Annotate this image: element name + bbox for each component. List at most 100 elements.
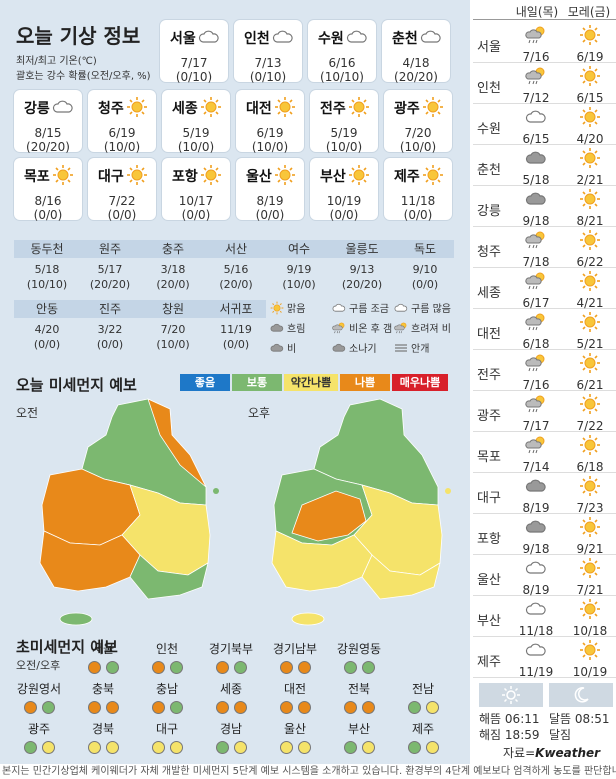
- ultrafine-region-name: 강원영동: [336, 642, 382, 656]
- legend-label: 구름 조금: [349, 304, 389, 315]
- right-row-tomorrow-temp: 6/17: [522, 296, 550, 310]
- right-row-tomorrow-temp: 9/18: [522, 542, 550, 556]
- sun-icon: [270, 301, 284, 315]
- right-row-dayafter-temp: 2/21: [576, 173, 604, 187]
- ultrafine-am-dot: [23, 741, 37, 754]
- ultrafine-am-dot: [279, 741, 293, 754]
- ultrafine-region: 대전: [264, 680, 326, 714]
- city-card-3: 춘천 4/18 (20/20): [382, 20, 450, 84]
- small-city-cell: 서귀포 11/19 (0/0): [205, 300, 267, 352]
- source-label: 자료=: [503, 746, 536, 760]
- right-row-tomorrow-temp: 6/15: [522, 132, 550, 146]
- right-row-tomorrow-temp: 7/16: [522, 50, 550, 64]
- ultrafine-am-dot: [279, 661, 293, 674]
- moonrise-time: 08:51: [574, 712, 610, 726]
- city-card-11: 대구 7/22 (0/0): [88, 158, 156, 222]
- right-row-dayafter-temp: 4/20: [576, 132, 604, 146]
- ultrafine-region: 대구: [136, 720, 198, 754]
- ultrafine-region-name: 인천: [155, 642, 179, 656]
- right-row-tomorrow-temp: 6/18: [522, 337, 550, 351]
- right-row-dayafter-temp: 7/23: [576, 501, 604, 515]
- small-city-prob: (0/0): [411, 278, 439, 291]
- city-card-name: 인천: [244, 31, 270, 47]
- right-row-dayafter-temp: 8/21: [576, 214, 604, 228]
- cloud-icon: [332, 301, 346, 315]
- am-label: 오전: [16, 406, 39, 420]
- right-forecast-row: 대전 6/18 5/21: [473, 309, 616, 351]
- sun-icon: [200, 96, 222, 118]
- city-card-temp: 4/18: [402, 56, 430, 70]
- small-city-prob: (10/0): [156, 338, 190, 351]
- ultrafine-region-name: 대전: [283, 682, 307, 696]
- ultrafine-pm-dot: [425, 701, 439, 714]
- small-city-temp: 9/19: [286, 263, 312, 276]
- right-row-city: 울산: [477, 573, 501, 588]
- city-card-temp: 8/19: [256, 194, 284, 208]
- small-city-temp: 5/17: [97, 263, 123, 276]
- ultrafine-region: 경기남부: [264, 640, 326, 674]
- legend-item: 비: [270, 340, 296, 355]
- city-card-6: 세종 5/19 (10/0): [162, 90, 230, 154]
- city-card-10: 목포 8/16 (0/0): [14, 158, 82, 222]
- right-row-dayafter-temp: 6/22: [576, 255, 604, 269]
- right-row-city: 청주: [477, 245, 501, 260]
- sunrise-time: 06:11: [504, 712, 540, 726]
- cloud-icon: [525, 557, 547, 577]
- sun-icon: [579, 639, 601, 660]
- sun-icon: [348, 164, 370, 186]
- city-card-15: 제주 11/18 (0/0): [384, 158, 452, 222]
- city-card-temp: 8/16: [34, 194, 62, 208]
- city-card-name: 춘천: [392, 31, 418, 47]
- ultrafine-region: 충남: [136, 680, 198, 714]
- small-city-cell: 독도 9/10 (0/0): [394, 240, 456, 292]
- ultrafine-pm-dot: [233, 741, 247, 754]
- city-card-name: 대구: [98, 169, 124, 185]
- ultrafine-region: 충북: [72, 680, 134, 714]
- legend-label: 안개: [411, 344, 430, 355]
- ultrafine-region: 부산: [328, 720, 390, 754]
- rain-shower-icon: [525, 270, 547, 290]
- cloud-icon: [420, 26, 442, 48]
- sun-icon: [52, 164, 74, 186]
- right-forecast-row: 전주 7/16 6/21: [473, 350, 616, 392]
- dust-title: 오늘 미세먼지 예보: [16, 376, 137, 394]
- dust-level-3: 나쁨: [340, 374, 390, 391]
- ultrafine-sub: 오전/오후: [16, 659, 61, 672]
- right-forecast-row: 포항 9/18 9/21: [473, 514, 616, 556]
- small-cities-header-2: [14, 300, 266, 318]
- right-forecast-row: 부산 11/18 10/18: [473, 596, 616, 638]
- ultrafine-pm-dot: [169, 741, 183, 754]
- small-city-name: 여수: [287, 242, 311, 256]
- cloud-icon: [198, 26, 220, 48]
- small-city-cell: 진주 3/22 (0/0): [79, 300, 141, 352]
- small-city-temp: 3/18: [160, 263, 186, 276]
- right-forecast-row: 광주 7/17 7/22: [473, 391, 616, 433]
- ultrafine-region-name: 대구: [155, 722, 179, 736]
- city-card-name: 세종: [172, 101, 198, 117]
- small-city-temp: 11/19: [220, 323, 252, 336]
- map-am-east-coast: [147, 398, 207, 488]
- sun-icon: [579, 557, 601, 578]
- legend-item: 흐림: [270, 320, 305, 335]
- city-card-name: 청주: [98, 101, 124, 117]
- right-row-city: 춘천: [477, 163, 501, 178]
- dust-level-4: 매우나쁨: [392, 374, 448, 391]
- small-city-name: 진주: [98, 302, 122, 316]
- pm-label: 오후: [248, 406, 271, 420]
- city-card-name: 포항: [172, 169, 198, 185]
- sun-icon: [579, 434, 601, 455]
- subtitle-prob: 괄호는 강수 확률(오전/오후, %): [16, 71, 151, 82]
- moonset-label: 달짐: [549, 728, 572, 742]
- sun-icon: [126, 96, 148, 118]
- right-forecast-row: 울산 8/19 7/21: [473, 555, 616, 597]
- ultrafine-region-name: 부산: [347, 722, 371, 736]
- city-card-13: 울산 8/19 (0/0): [236, 158, 304, 222]
- small-city-prob: (20/0): [219, 278, 253, 291]
- legend-label: 구름 많음: [411, 304, 451, 315]
- right-row-dayafter-temp: 6/15: [576, 91, 604, 105]
- sun-icon: [579, 147, 601, 168]
- ultrafine-pm-dot: [41, 741, 55, 754]
- right-row-city: 목포: [477, 450, 501, 465]
- right-forecast-row: 춘천 5/18 2/21: [473, 145, 616, 187]
